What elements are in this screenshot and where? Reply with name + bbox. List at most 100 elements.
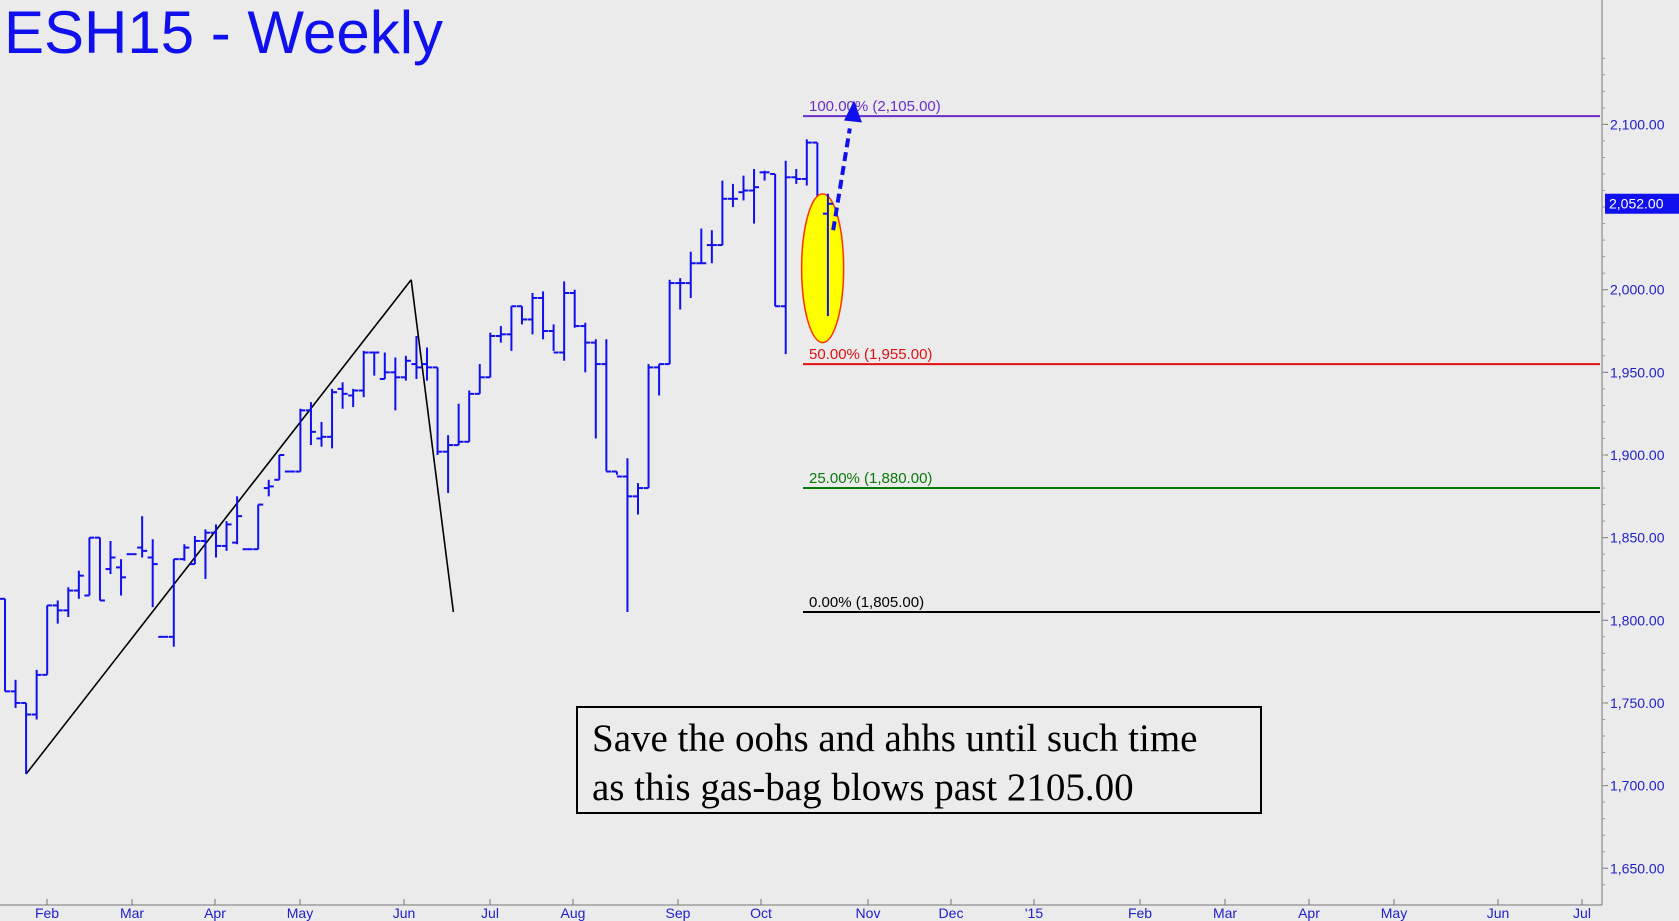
ohlc-bar bbox=[10, 679, 21, 708]
chart-title: ESH15 - Weekly bbox=[4, 0, 444, 66]
x-tick-label: Jun bbox=[393, 905, 416, 921]
ohlc-bar bbox=[274, 454, 285, 481]
ohlc-bar bbox=[316, 421, 327, 447]
ohlc-bar bbox=[749, 169, 760, 224]
ohlc-bar bbox=[559, 281, 570, 361]
ohlc-bar bbox=[94, 536, 105, 602]
ohlc-bar bbox=[189, 535, 200, 566]
ohlc-bar bbox=[801, 139, 812, 186]
ohlc-bar bbox=[73, 570, 84, 599]
ohlc-bar bbox=[453, 403, 464, 447]
x-tick-label: Apr bbox=[1298, 905, 1320, 921]
ohlc-bar bbox=[548, 324, 559, 354]
ohlc-bar bbox=[358, 350, 369, 398]
last-price-box bbox=[1605, 193, 1679, 214]
x-tick-label: Jul bbox=[1573, 905, 1591, 921]
ohlc-bar bbox=[263, 479, 274, 497]
y-tick-label: 1,650.00 bbox=[1610, 860, 1665, 876]
ohlc-bar bbox=[105, 540, 116, 575]
ohlc-bar bbox=[611, 470, 622, 478]
ohlc-bar bbox=[727, 183, 738, 208]
trendline bbox=[410, 279, 455, 613]
ohlc-bar bbox=[200, 529, 211, 579]
ohlc-bar bbox=[327, 388, 338, 449]
x-tick-label: Jul bbox=[481, 905, 499, 921]
x-tick-label: May bbox=[1381, 905, 1407, 921]
x-tick-label: Aug bbox=[561, 905, 586, 921]
ohlc-bar bbox=[633, 483, 643, 515]
x-tick-label: '15 bbox=[1025, 905, 1043, 921]
fibonacci-levels: 100.00% (2,105.00) 50.00% (1,955.00) 25.00… bbox=[803, 98, 1600, 614]
y-tick-label: 1,850.00 bbox=[1610, 530, 1665, 546]
ohlc-bar bbox=[369, 351, 380, 376]
ohlc-bar bbox=[221, 521, 232, 551]
fib-label: 50.00% (1,955.00) bbox=[809, 346, 932, 363]
y-tick-label: 1,800.00 bbox=[1610, 612, 1665, 628]
y-tick-label: 1,900.00 bbox=[1610, 447, 1665, 463]
ohlc-bar bbox=[232, 496, 243, 545]
ohlc-bar bbox=[348, 388, 359, 408]
ohlc-bar bbox=[485, 332, 496, 379]
annotation-box: Save the oohs and ahhs until such time a… bbox=[576, 706, 1262, 814]
ohlc-bar bbox=[654, 363, 665, 396]
ohlc-bar bbox=[527, 293, 538, 335]
ohlc-bar bbox=[791, 169, 802, 184]
fib-label: 100.00% (2,105.00) bbox=[809, 98, 941, 115]
ohlc-bar bbox=[411, 335, 422, 379]
highlight-ellipse bbox=[800, 193, 845, 344]
ohlc-bar bbox=[474, 364, 485, 395]
ohlc-bar bbox=[31, 669, 42, 720]
ohlc-bar bbox=[305, 402, 316, 446]
ohlc-bar bbox=[664, 279, 675, 366]
ohlc-bar bbox=[63, 587, 74, 617]
x-tick-label: Feb bbox=[1128, 905, 1152, 921]
projection-arrow-head bbox=[844, 100, 862, 123]
last-price-label: 2,052.00 bbox=[1609, 196, 1664, 212]
x-tick-label: Dec bbox=[939, 905, 964, 921]
ohlc-bar bbox=[52, 600, 63, 624]
ohlc-bar bbox=[822, 193, 833, 317]
fib-label: 0.00% (1,805.00) bbox=[809, 594, 924, 611]
ohlc-bar bbox=[601, 339, 612, 473]
ohlc-bar bbox=[717, 180, 728, 247]
x-tick-label: Apr bbox=[204, 905, 226, 921]
x-tick-label: May bbox=[287, 905, 313, 921]
ohlc-bar bbox=[770, 172, 781, 308]
ohlc-bar bbox=[538, 291, 549, 340]
projection-arrow-line bbox=[831, 128, 852, 231]
ohlc-bar bbox=[506, 305, 517, 351]
ohlc-bar bbox=[295, 408, 306, 473]
y-tick-label: 1,750.00 bbox=[1610, 695, 1665, 711]
ohlc-bar bbox=[432, 366, 443, 455]
ohlc-bar bbox=[675, 278, 686, 310]
ohlc-bar bbox=[42, 604, 53, 676]
ohlc-bar bbox=[390, 357, 401, 411]
ohlc-bar bbox=[379, 352, 390, 380]
ohlc-bar bbox=[706, 230, 717, 264]
x-tick-label: Jun bbox=[1487, 905, 1510, 921]
ohlc-bar bbox=[696, 228, 707, 265]
ohlc-bar bbox=[569, 289, 580, 328]
x-tick-label: Mar bbox=[1213, 905, 1237, 921]
y-tick-label: 1,950.00 bbox=[1610, 364, 1665, 380]
annotation-line-2: as this gas-bag blows past 2105.00 bbox=[592, 766, 1134, 809]
ohlc-bar bbox=[179, 544, 190, 561]
ohlc-bar bbox=[495, 326, 506, 343]
ohlc-bar bbox=[400, 355, 411, 381]
y-tick-label: 1,700.00 bbox=[1610, 778, 1665, 794]
ohlc-bar bbox=[580, 322, 591, 373]
ohlc-bar bbox=[685, 251, 696, 298]
annotation-line-1: Save the oohs and ahhs until such time bbox=[592, 717, 1198, 760]
ohlc-bar bbox=[422, 347, 432, 381]
ohlc-bar bbox=[464, 390, 475, 443]
y-tick-label: 2,100.00 bbox=[1610, 116, 1665, 132]
ohlc-bar bbox=[337, 382, 348, 409]
ohlc-bar bbox=[168, 558, 179, 647]
y-tick-label: 2,000.00 bbox=[1610, 282, 1665, 298]
ohlc-bar bbox=[622, 458, 633, 613]
ohlc-bar bbox=[443, 435, 454, 494]
ohlc-bar bbox=[0, 597, 10, 693]
x-tick-label: Sep bbox=[666, 905, 691, 921]
trendline bbox=[25, 279, 412, 775]
